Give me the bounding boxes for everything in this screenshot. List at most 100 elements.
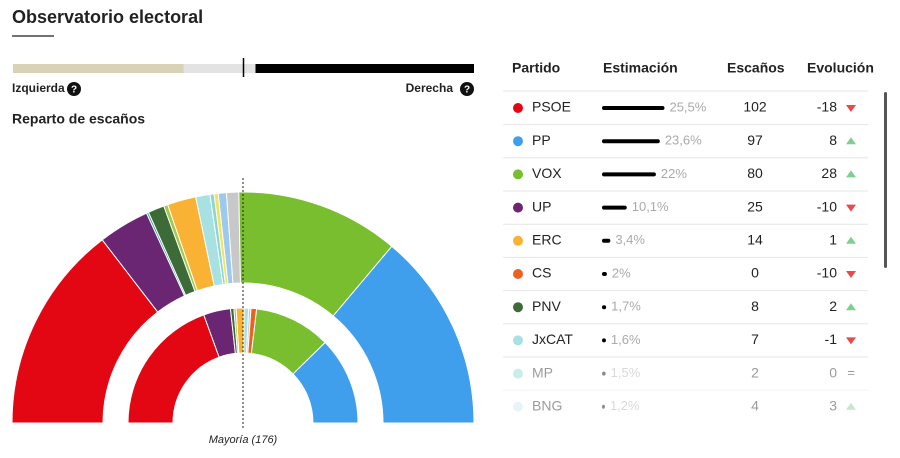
estimate-label: 25,5% xyxy=(669,99,706,114)
estimate-label: 2% xyxy=(612,265,631,280)
seats: 8 xyxy=(751,298,759,314)
estimate-bar xyxy=(602,106,665,110)
change: 1 xyxy=(829,232,837,248)
estimate-label: 22% xyxy=(661,166,687,181)
estimate-bar xyxy=(602,404,605,409)
party-dot xyxy=(513,103,523,113)
seats: 80 xyxy=(747,165,763,181)
party-dot xyxy=(513,302,523,313)
estimate-bar xyxy=(602,272,607,276)
estimate-label: 3,4% xyxy=(615,232,645,247)
party-name: BNG xyxy=(532,398,562,414)
up-arrow xyxy=(846,402,856,410)
change: -10 xyxy=(817,265,837,281)
change: -1 xyxy=(825,331,838,347)
table-row: JxCAT 1,6% 7 -1 xyxy=(503,331,868,358)
party-dot xyxy=(513,401,523,412)
help-icon[interactable] xyxy=(67,82,81,96)
change: -10 xyxy=(817,198,837,214)
party-name: UP xyxy=(532,198,551,214)
estimate-label: 23,6% xyxy=(665,133,702,148)
seats: 4 xyxy=(751,398,759,414)
table-row: PNV 1,7% 8 2 xyxy=(503,298,868,325)
scrollbar[interactable] xyxy=(884,92,887,268)
party-name: VOX xyxy=(532,165,562,181)
estimate-bar xyxy=(602,205,627,210)
seat-segment xyxy=(332,245,475,424)
estimate-bar xyxy=(602,172,656,177)
estimate-label: 1,2% xyxy=(610,398,640,413)
party-dot xyxy=(513,335,523,346)
party-dot xyxy=(513,235,523,246)
up-arrow xyxy=(846,170,856,178)
party-name: JxCAT xyxy=(532,331,573,347)
party-dot xyxy=(513,136,523,147)
page-title: Observatorio electoral xyxy=(12,7,203,27)
change: 3 xyxy=(829,398,837,414)
change: -18 xyxy=(817,99,837,115)
estimate-bar xyxy=(602,238,611,243)
estimate-label: 1,6% xyxy=(611,332,641,347)
table-row: PSOE 25,5% 102 -18 xyxy=(503,99,868,126)
seats: 14 xyxy=(747,232,763,248)
party-name: MP xyxy=(532,364,553,380)
party-name: ERC xyxy=(532,232,562,248)
estimate-bar xyxy=(602,338,606,343)
party-name: PP xyxy=(532,132,551,148)
seat-segment xyxy=(127,314,220,424)
estimate-label: 10,1% xyxy=(632,199,669,214)
down-arrow xyxy=(846,337,856,345)
help-icon[interactable] xyxy=(460,82,474,96)
seats: 7 xyxy=(751,331,759,347)
party-name: PNV xyxy=(532,298,561,314)
right-label: Derecha xyxy=(406,81,454,95)
up-arrow xyxy=(846,236,856,244)
seats: 0 xyxy=(751,265,759,281)
party-dot xyxy=(513,368,523,379)
seat-segment xyxy=(292,341,359,424)
table-row: UP 10,1% 25 -10 xyxy=(503,198,868,225)
seats: 97 xyxy=(747,132,763,148)
table-row: MP 1,5% 2 0 = xyxy=(503,364,868,391)
estimate-label: 1,7% xyxy=(611,299,641,314)
section-title: Reparto de escaños xyxy=(12,111,145,127)
seats: 25 xyxy=(747,198,763,214)
down-arrow xyxy=(846,271,856,278)
party-dot xyxy=(513,269,523,279)
equal-sign: = xyxy=(847,365,855,380)
party-name: PSOE xyxy=(532,99,571,115)
seats: 102 xyxy=(743,99,767,115)
help-mark: ? xyxy=(71,85,77,96)
column-header: Partido xyxy=(512,60,560,76)
down-arrow xyxy=(846,105,856,112)
party-dot xyxy=(513,202,523,213)
majority-label: Mayoría (176) xyxy=(209,434,278,446)
change: 28 xyxy=(821,165,837,181)
column-header: Escaños xyxy=(727,60,785,76)
right-share xyxy=(255,64,474,73)
estimate-bar xyxy=(602,139,660,144)
left-share xyxy=(13,64,184,73)
help-mark: ? xyxy=(464,85,470,96)
left-label: Izquierda xyxy=(12,81,65,95)
table-row: PP 23,6% 97 8 xyxy=(503,132,868,159)
up-arrow xyxy=(846,303,856,311)
seats: 2 xyxy=(751,364,759,380)
down-arrow xyxy=(846,204,856,212)
change: 2 xyxy=(829,298,837,314)
table-row: CS 2% 0 -10 xyxy=(503,265,868,292)
change: 8 xyxy=(829,132,837,148)
estimate-bar xyxy=(602,305,607,310)
estimate-bar xyxy=(602,371,606,376)
change: 0 xyxy=(829,364,837,380)
party-name: CS xyxy=(532,265,551,281)
up-arrow xyxy=(846,137,856,145)
party-dot xyxy=(513,169,523,180)
table-row: ERC 3,4% 14 1 xyxy=(503,232,868,258)
column-header: Evolución xyxy=(807,60,874,76)
estimate-label: 1,5% xyxy=(611,365,641,380)
table-row: VOX 22% 80 28 xyxy=(503,165,868,192)
column-header: Estimación xyxy=(603,60,678,76)
